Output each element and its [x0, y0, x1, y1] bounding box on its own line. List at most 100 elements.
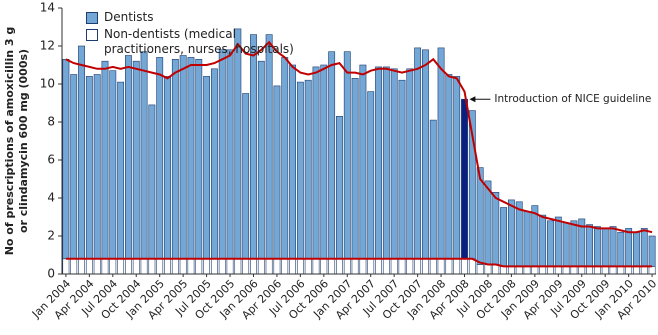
bar-segment: [296, 81, 304, 260]
bar-segment: [640, 228, 648, 267]
bar-segment: [445, 74, 453, 260]
bar-segment: [226, 49, 234, 260]
legend-swatch: [86, 29, 98, 41]
bar-segment: [633, 266, 640, 275]
bar-segment: [140, 258, 148, 275]
bar-segment: [406, 258, 414, 275]
bar-segment: [601, 266, 609, 275]
bar-segment: [101, 258, 109, 275]
y-axis-label: No of prescriptions of amoxicillin 3 g: [3, 27, 16, 256]
bar-segment: [70, 258, 78, 275]
bar-segment: [359, 64, 367, 260]
bar-segment: [648, 235, 656, 267]
bar-segment: [265, 258, 273, 275]
bar-segment: [132, 258, 140, 275]
trend-line: [65, 257, 653, 268]
bar-segment: [117, 258, 125, 275]
y-tick-label: 2: [47, 229, 55, 243]
trend-line: [65, 40, 653, 234]
bar-segment: [328, 51, 336, 260]
y-axis-label: or clindamycin 600 mg (000s): [17, 49, 30, 233]
bar-segment: [461, 258, 468, 275]
bar-segment: [117, 81, 125, 260]
bar-segment: [203, 258, 211, 275]
bar-segment: [429, 119, 437, 260]
bar-segment: [429, 258, 437, 275]
bar-segment: [562, 266, 570, 275]
bar-segment: [304, 258, 312, 275]
bar-segment: [593, 266, 601, 275]
bar-segment: [226, 258, 234, 275]
annotation: Introduction of NICE guideline: [494, 93, 651, 105]
bar-segment: [398, 79, 406, 260]
bar-segment: [586, 224, 593, 267]
bar-segment: [210, 258, 218, 275]
bar-segment: [640, 266, 648, 275]
bar-segment: [85, 258, 93, 275]
bar-segment: [171, 258, 179, 275]
bar-segment: [179, 258, 187, 275]
bar-segment: [617, 231, 625, 267]
bar-segment: [633, 231, 640, 267]
bar-segment: [101, 60, 109, 260]
bar-segment: [492, 192, 500, 265]
bar-segment: [586, 266, 593, 275]
bar-segment: [507, 199, 515, 267]
bar-segment: [367, 91, 375, 260]
bar-segment: [468, 258, 476, 275]
bar-segment: [203, 76, 211, 260]
y-tick-label: 4: [47, 191, 55, 205]
y-tick-label: 8: [47, 115, 55, 129]
bar-segment: [312, 66, 320, 260]
bar-segment: [554, 266, 562, 275]
bar-segment: [523, 211, 531, 267]
bar-segment: [179, 55, 187, 260]
bar-segment: [156, 258, 164, 275]
bar-segment: [367, 258, 375, 275]
bar-segment: [62, 258, 70, 275]
bar-segment: [187, 57, 195, 260]
bar-segment: [234, 258, 242, 275]
bar-segment: [547, 220, 554, 267]
bar-segment: [414, 258, 422, 275]
bar-segment: [484, 264, 492, 275]
bar-segment: [609, 226, 617, 267]
bar-segment: [257, 60, 265, 260]
legend-label: Dentists: [104, 10, 154, 24]
bar-segment: [375, 66, 382, 260]
bar-segment: [437, 47, 445, 260]
bar-segment: [195, 58, 203, 260]
bar-segment: [328, 258, 336, 275]
bar-segment: [343, 258, 351, 275]
bar-segment: [343, 51, 351, 260]
bar-segment: [570, 266, 578, 275]
bar-segment: [125, 258, 132, 275]
bar-segment: [257, 258, 265, 275]
bar-segment: [187, 258, 195, 275]
bar-segment: [375, 258, 382, 275]
bar-segment: [273, 258, 281, 275]
bar-segment: [593, 226, 601, 267]
bar-segment: [382, 258, 390, 275]
bar-segment: [296, 258, 304, 275]
bar-segment: [78, 258, 85, 275]
bar-segment: [578, 266, 586, 275]
bar-segment: [93, 258, 101, 275]
bar-segment: [85, 76, 93, 260]
bar-segment: [164, 258, 171, 275]
bar-segment: [570, 220, 578, 267]
bar-segment: [609, 266, 617, 275]
bar-segment: [78, 45, 85, 260]
bar-segment: [398, 258, 406, 275]
bar-segment: [539, 266, 547, 275]
bar-segment: [390, 258, 398, 275]
y-tick-label: 10: [40, 77, 55, 91]
bar-segment: [445, 258, 453, 275]
bar-segment: [125, 55, 132, 260]
bar-segment: [265, 34, 273, 260]
bar-segment: [515, 201, 523, 267]
bar-segment: [484, 180, 492, 265]
bar-segment: [250, 258, 257, 275]
bar-segment: [406, 68, 414, 260]
